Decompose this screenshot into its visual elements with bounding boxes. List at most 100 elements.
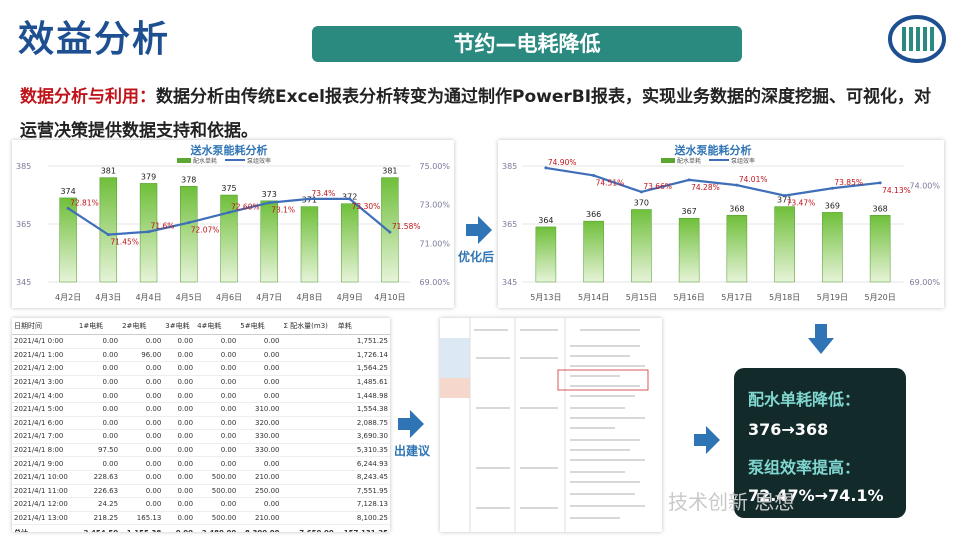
line-data-label: 74.90% [548,158,577,167]
bar [869,215,891,283]
table-cell: 2021/4/1 4:00 [12,388,77,403]
table-cell: 0.00 [163,416,196,431]
table-header-cell[interactable]: 3#电耗 [163,318,196,335]
x-tick-label: 4月7日 [256,293,282,302]
table-cell: 0.00 [76,375,121,390]
table-row: 2021/4/1 1:00 0.00 96.00 0.00 0.00 0.00 1,726.… [12,348,390,363]
table-cell: 500.00 [195,470,239,485]
table-cell: 96.00 [120,348,164,363]
table-cell: 1,155.38 [120,524,164,532]
table-cell: 2021/4/1 13:00 [12,511,77,526]
result-label-unit: 配水单耗降低： [748,390,861,409]
table-header-cell[interactable]: 1#电耗 [76,318,121,335]
x-tick-label: 4月6日 [216,293,242,302]
y2-tick-label: 71.00% [419,239,450,248]
table-cell: 0.00 [163,484,196,499]
bar-data-label: 374 [60,187,75,196]
table-cell [281,456,336,471]
bar-data-label: 369 [825,201,840,210]
bar [631,209,652,283]
table-cell: 228.63 [76,470,121,485]
x-tick-label: 4月3日 [95,293,121,302]
bar [340,203,359,283]
x-tick-label: 5月17日 [721,293,752,302]
result-value-unit: 376→368 [748,420,829,439]
table-cell [281,348,336,363]
bar [535,226,557,283]
table-header-row: 日期时间 1#电耗 2#电耗 3#电耗 4#电耗 5#电耗 Σ 配水量(m3) 单耗 [12,318,390,335]
table-cell: 0.00 [238,375,282,390]
table-row: 2021/4/1 7:00 0.00 0.00 0.00 0.00 330.00 3,690… [12,429,390,444]
table-cell: 2021/4/1 7:00 [12,429,77,444]
line-data-label: 72.07% [191,226,220,235]
table-cell: 0.00 [120,388,164,403]
table-cell: 0.00 [76,334,121,349]
table-cell: 0.00 [238,361,282,376]
table-row: 2021/4/1 8:00 97.50 0.00 0.00 0.00 330.00 5,31… [12,443,390,458]
line-data-label: 71.6% [151,222,175,231]
x-tick-label: 5月13日 [530,293,561,302]
y-tick-label: 345 [502,278,517,287]
description-lead: 数据分析与利用： [20,87,156,107]
section-banner: 节约—电耗降低 [312,26,742,62]
x-tick-label: 4月9日 [337,293,363,302]
result-card: 配水单耗降低： 376→368 泵组效率提高： 72.47%→74.1% [734,368,906,518]
line-data-label: 72.81% [70,198,99,207]
table-cell: 8,100.25 [335,511,390,526]
data-table-card: 日期时间 1#电耗 2#电耗 3#电耗 4#电耗 5#电耗 Σ 配水量(m3) 单耗 2021… [12,318,390,532]
bar-data-label: 373 [262,190,277,199]
data-table: 日期时间 1#电耗 2#电耗 3#电耗 4#电耗 5#电耗 Σ 配水量(m3) 单耗 2021… [12,318,390,532]
table-cell: 0.00 [195,348,239,363]
table-cell: 0.00 [195,361,239,376]
table-header-cell[interactable]: 日期时间 [12,318,77,335]
table-cell: 0.00 [238,456,282,471]
table-cell: 8,243.45 [335,470,390,485]
table-cell: 0.00 [76,402,121,417]
bar [774,206,795,283]
table-cell: 0.00 [163,511,196,526]
x-tick-label: 4月4日 [135,293,161,302]
line-point [348,197,352,201]
table-cell: 0.00 [76,388,121,403]
bar [180,186,198,283]
line-point [592,173,596,177]
table-cell: 2021/4/1 1:00 [12,348,77,363]
table-cell: 2021/4/1 10:00 [12,470,77,485]
line-point [267,201,271,205]
table-cell: 0.00 [238,348,282,363]
line-point [687,178,691,182]
table-cell [281,470,336,485]
table-cell [281,484,336,499]
table-cell: 210.00 [238,511,282,526]
chart-title: 送水泵能耗分析 [190,143,268,157]
table-cell: 0.00 [195,456,239,471]
table-cell: 2021/4/1 0:00 [12,334,77,349]
line-point [106,233,110,237]
legend-swatch-bar [661,158,675,163]
table-header-cell[interactable]: 5#电耗 [238,318,282,335]
line-point [735,183,739,187]
table-header-cell[interactable]: Σ 配水量(m3) [281,318,336,335]
bar-data-label: 366 [586,210,601,219]
table-row: 2021/4/1 13:00 218.25 165.13 0.00 500.00 210.… [12,511,390,526]
y2-tick-label: 69.00% [909,278,940,287]
x-tick-label: 5月20日 [864,293,895,302]
line-point [783,194,787,198]
suggest-label: 出建议 [394,444,431,458]
table-header-cell[interactable]: 2#电耗 [120,318,164,335]
result-value-efficiency: 72.47%→74.1% [748,486,884,505]
table-cell: 0.00 [195,402,239,417]
company-logo [888,15,946,63]
bar [381,177,399,283]
table-cell: 500.00 [195,484,239,499]
table-header-cell[interactable]: 4#电耗 [195,318,239,335]
table-cell: 0.00 [120,443,164,458]
table-cell: 2,454.50 [76,524,121,532]
table-cell: 1,751.25 [335,334,390,349]
line-point [878,181,882,185]
x-tick-label: 5月18日 [769,293,800,302]
y-tick-label: 365 [16,220,31,229]
table-header-cell[interactable]: 单耗 [335,318,390,335]
table-cell: 1,564.25 [335,361,390,376]
